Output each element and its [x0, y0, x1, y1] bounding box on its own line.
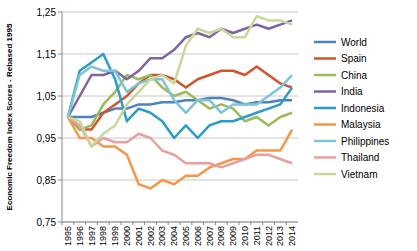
legend-label: Philippines	[341, 136, 389, 147]
grid-line	[62, 54, 298, 55]
tick-label: 1,05	[37, 91, 57, 102]
x-tick	[274, 222, 275, 225]
tick-mark	[58, 54, 62, 55]
series-line	[68, 67, 292, 117]
x-tick	[215, 222, 216, 225]
series-line	[68, 117, 292, 167]
x-tick-label: 2005	[181, 226, 191, 246]
legend-swatch	[314, 41, 336, 44]
x-tick	[262, 222, 263, 225]
y-axis	[62, 12, 63, 222]
x-tick-label: 2002	[146, 226, 156, 246]
legend-swatch	[314, 140, 336, 143]
tick-label: 1,25	[37, 7, 57, 18]
tick-label: 0,95	[37, 133, 57, 144]
x-tick-label: 2001	[134, 226, 144, 246]
x-tick-label: 2014	[287, 226, 297, 246]
x-tick	[97, 222, 98, 225]
x-tick	[250, 222, 251, 225]
tick-mark	[58, 12, 62, 13]
x-tick-label: 2007	[205, 226, 215, 246]
x-tick-label: 1997	[87, 226, 97, 246]
x-tick-label: 2012	[264, 226, 274, 246]
x-tick-label: 1995	[63, 226, 73, 246]
x-tick-label: 2006	[193, 226, 203, 246]
legend-label: Vietnam	[341, 169, 378, 180]
grid-line	[62, 96, 298, 97]
tick-mark	[58, 222, 62, 223]
series-line	[68, 16, 292, 146]
x-tick-label: 2009	[228, 226, 238, 246]
legend-label: Indonesia	[341, 103, 385, 114]
y-axis-label: Economic Freedom Index Scores - Rebased …	[5, 23, 14, 210]
x-tick-label: 2000	[122, 226, 132, 246]
legend-label: Thailand	[341, 152, 379, 163]
x-tick	[156, 222, 157, 225]
legend-swatch	[314, 156, 336, 159]
x-tick	[85, 222, 86, 225]
series-line	[68, 20, 292, 117]
tick-label: 1,15	[37, 49, 57, 60]
x-tick	[239, 222, 240, 225]
x-tick-label: 2004	[169, 226, 179, 246]
x-tick	[227, 222, 228, 225]
x-tick-label: 1996	[75, 226, 85, 246]
legend-swatch	[314, 74, 336, 77]
x-tick	[62, 222, 63, 225]
tick-label: 0,85	[37, 175, 57, 186]
x-tick-label: 2011	[252, 226, 262, 245]
x-tick-label: 2003	[157, 226, 167, 246]
tick-label: 0,75	[37, 217, 57, 228]
legend-swatch	[314, 123, 336, 126]
tick-mark	[58, 96, 62, 97]
legend-swatch	[314, 107, 336, 110]
chart: 0,75 0,85 0,95 1,05 1,15 1,25 1995199619971998…	[0, 0, 417, 251]
x-tick-label: 1998	[98, 226, 108, 246]
grid-line	[62, 12, 298, 13]
legend-label: Spain	[341, 53, 367, 64]
legend-label: Malaysia	[341, 119, 381, 130]
x-tick	[132, 222, 133, 225]
legend-swatch	[314, 173, 336, 176]
x-tick	[109, 222, 110, 225]
x-tick-label: 2010	[240, 226, 250, 246]
x-tick	[191, 222, 192, 225]
series-line	[68, 117, 292, 188]
legend-swatch	[314, 57, 336, 60]
x-tick	[121, 222, 122, 225]
legend-swatch	[314, 90, 336, 93]
legend-label: China	[341, 70, 368, 81]
legend-label: World	[341, 37, 367, 48]
x-tick	[73, 222, 74, 225]
x-tick	[144, 222, 145, 225]
tick-mark	[58, 138, 62, 139]
plot-lines	[68, 16, 292, 188]
x-tick	[203, 222, 204, 225]
x-tick	[180, 222, 181, 225]
tick-mark	[58, 180, 62, 181]
x-tick	[168, 222, 169, 225]
legend-label: India	[341, 86, 363, 97]
x-tick-label: 2008	[216, 226, 226, 246]
x-tick-label: 1999	[110, 226, 120, 246]
x-tick	[286, 222, 287, 225]
x-tick-label: 2013	[275, 226, 285, 246]
